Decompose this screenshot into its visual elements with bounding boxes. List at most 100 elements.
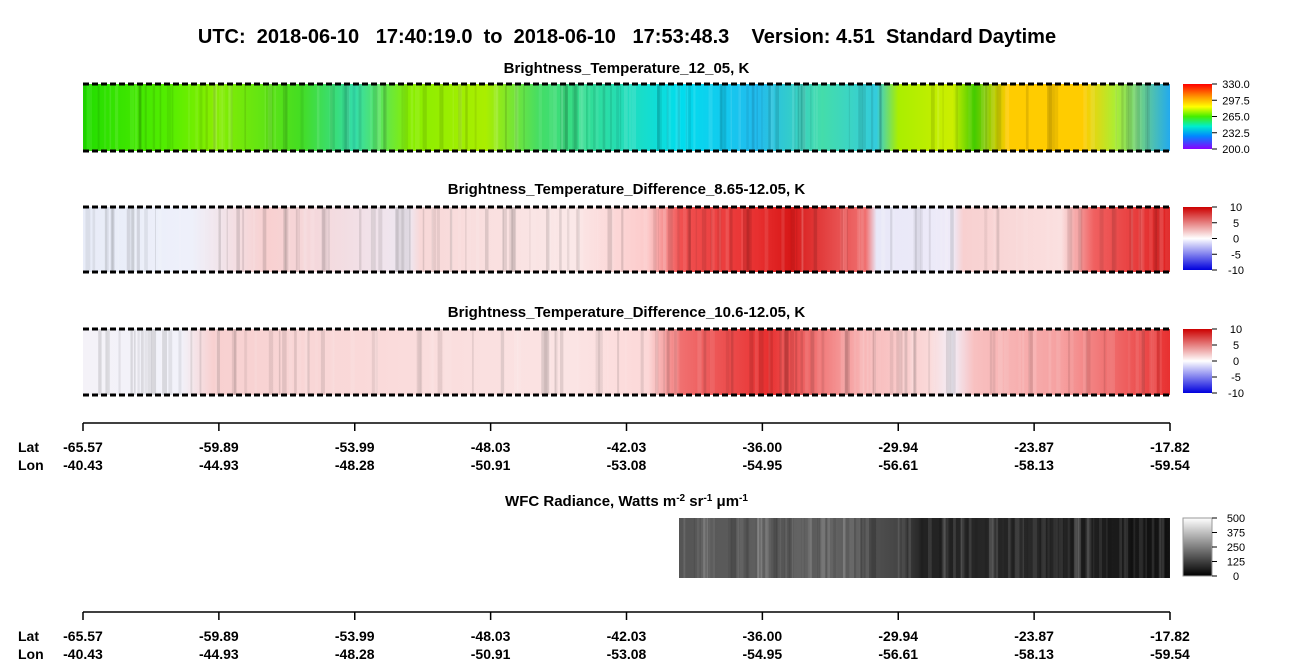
texture xyxy=(844,329,848,395)
texture xyxy=(1046,207,1050,272)
texture xyxy=(735,518,740,578)
texture xyxy=(262,207,267,272)
texture xyxy=(1085,518,1091,578)
texture xyxy=(770,518,775,578)
texture xyxy=(816,518,820,578)
texture xyxy=(683,207,687,272)
texture xyxy=(581,84,587,151)
texture xyxy=(1078,207,1081,272)
texture xyxy=(144,84,147,151)
texture xyxy=(1124,518,1129,578)
colorbar-label: 500 xyxy=(1227,513,1245,525)
texture xyxy=(667,207,673,272)
texture xyxy=(813,84,816,151)
texture xyxy=(761,84,763,151)
texture xyxy=(1004,329,1009,395)
texture xyxy=(394,207,399,272)
texture xyxy=(675,329,680,395)
texture xyxy=(720,84,725,151)
texture xyxy=(1014,518,1020,578)
texture xyxy=(87,84,92,151)
texture xyxy=(968,84,972,151)
colorbar-label: -10 xyxy=(1228,388,1244,400)
texture xyxy=(663,207,667,272)
texture xyxy=(1162,518,1165,578)
texture xyxy=(655,329,659,395)
texture xyxy=(593,84,596,151)
texture xyxy=(1152,518,1156,578)
texture xyxy=(709,329,715,395)
texture xyxy=(653,207,657,272)
texture xyxy=(1149,207,1153,272)
texture xyxy=(757,518,763,578)
texture xyxy=(727,518,731,578)
texture xyxy=(657,84,662,151)
texture xyxy=(130,329,133,395)
texture xyxy=(846,207,848,272)
texture xyxy=(300,84,304,151)
texture xyxy=(436,207,440,272)
texture xyxy=(1048,84,1051,151)
texture xyxy=(1110,329,1115,395)
texture xyxy=(136,329,139,395)
texture xyxy=(640,329,644,395)
texture xyxy=(1099,518,1102,578)
colorbar-label: 0 xyxy=(1233,571,1239,583)
texture xyxy=(861,518,865,578)
texture xyxy=(143,329,147,395)
lon-value: -58.13 xyxy=(1014,646,1054,662)
lat-value: -59.89 xyxy=(199,628,239,644)
texture xyxy=(302,207,307,272)
texture xyxy=(287,207,291,272)
texture xyxy=(942,518,946,578)
texture xyxy=(1051,84,1055,151)
texture xyxy=(85,207,91,272)
texture xyxy=(458,84,463,151)
texture xyxy=(858,84,863,151)
lon-value: -44.93 xyxy=(199,457,239,473)
texture xyxy=(790,518,793,578)
texture xyxy=(1159,518,1164,578)
texture xyxy=(947,329,952,395)
texture xyxy=(625,329,627,395)
texture xyxy=(154,207,157,272)
texture xyxy=(1159,329,1162,395)
texture xyxy=(617,329,620,395)
texture xyxy=(578,84,584,151)
texture xyxy=(371,329,376,395)
texture xyxy=(1141,329,1145,395)
texture xyxy=(794,84,796,151)
texture xyxy=(1005,84,1010,151)
texture xyxy=(870,329,873,395)
texture xyxy=(1076,518,1081,578)
texture xyxy=(1048,329,1052,395)
lon-value: -48.28 xyxy=(335,457,375,473)
texture xyxy=(1078,518,1082,578)
texture xyxy=(431,329,435,395)
texture xyxy=(439,84,443,151)
texture xyxy=(1138,207,1143,272)
texture xyxy=(288,329,293,395)
texture xyxy=(178,329,182,395)
texture xyxy=(246,329,248,395)
texture xyxy=(666,84,672,151)
texture xyxy=(990,518,994,578)
texture xyxy=(939,518,944,578)
texture xyxy=(787,518,793,578)
texture xyxy=(989,518,994,578)
texture xyxy=(573,84,578,151)
texture xyxy=(330,84,335,151)
texture xyxy=(695,207,698,272)
texture xyxy=(870,84,874,151)
colorbar xyxy=(1183,207,1212,270)
texture xyxy=(908,518,912,578)
texture xyxy=(688,207,691,272)
texture xyxy=(1125,84,1130,151)
texture xyxy=(765,518,769,578)
texture xyxy=(508,207,513,272)
texture xyxy=(913,329,917,395)
texture xyxy=(416,329,420,395)
colorbar-label: 0 xyxy=(1233,356,1239,368)
texture xyxy=(992,329,996,395)
texture xyxy=(103,84,107,151)
